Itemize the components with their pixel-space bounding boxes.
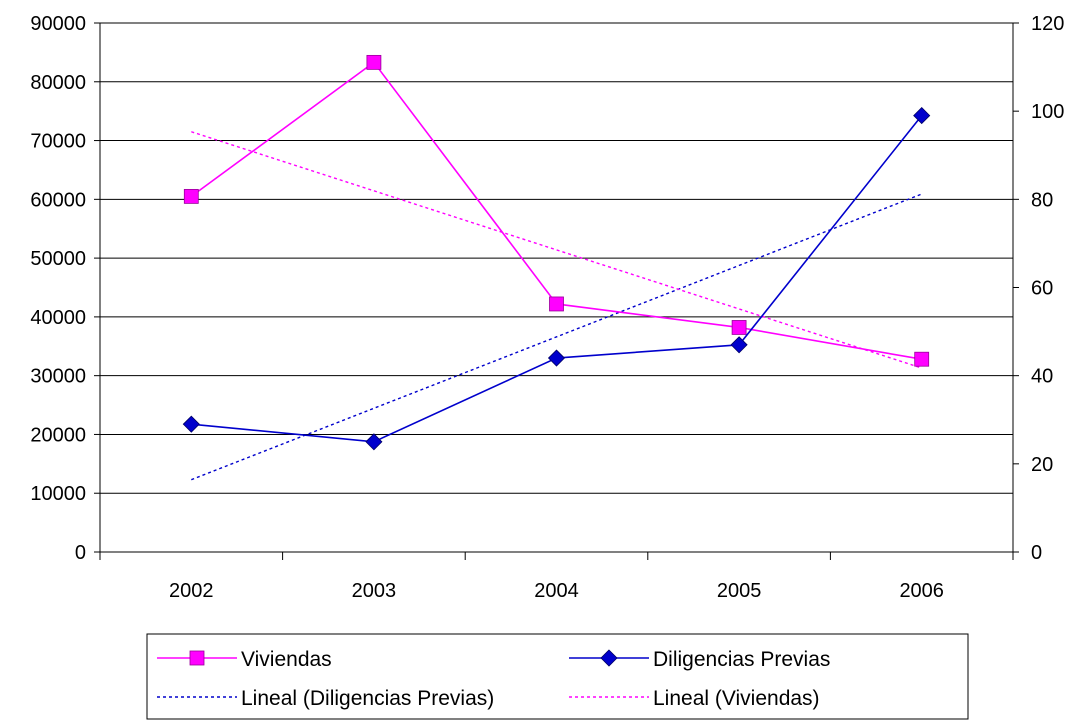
data-point — [731, 320, 747, 335]
left-tick-label: 0 — [75, 542, 86, 564]
legend-label: Diligencias Previas — [653, 648, 830, 671]
left-tick-label: 40000 — [30, 307, 86, 329]
data-point — [549, 296, 564, 312]
data-point — [913, 107, 931, 125]
data-point — [547, 349, 566, 367]
legend-marker — [189, 650, 205, 666]
gridlines — [100, 22, 1013, 494]
data-point — [183, 188, 199, 204]
legend-label: Lineal (Diligencias Previas) — [241, 687, 494, 710]
right-tick-label: 20 — [1031, 454, 1053, 476]
x-tick-label: 2005 — [717, 580, 762, 602]
right-axis-ticks: 0 20 40 60 80 100 120 — [1013, 13, 1064, 564]
right-tick-label: 120 — [1031, 13, 1064, 35]
x-tick-label: 2003 — [352, 580, 397, 602]
trendlines — [191, 131, 922, 481]
legend-marker — [600, 649, 618, 667]
left-tick-label: 70000 — [30, 131, 86, 153]
x-tick-label: 2002 — [169, 580, 214, 602]
left-tick-label: 90000 — [30, 13, 86, 35]
right-tick-label: 80 — [1031, 189, 1053, 211]
series-line — [190, 61, 922, 360]
right-tick-label: 0 — [1031, 542, 1042, 564]
series — [182, 54, 931, 451]
data-point — [914, 351, 930, 367]
trendline — [191, 193, 922, 481]
legend: Viviendas Diligencias Previas Lineal (Dili… — [146, 633, 969, 720]
right-tick-label: 40 — [1031, 366, 1053, 388]
data-point — [730, 336, 748, 354]
left-tick-label: 10000 — [30, 483, 86, 505]
right-tick-label: 100 — [1031, 101, 1064, 123]
data-point — [366, 54, 382, 70]
left-tick-label: 80000 — [30, 72, 86, 94]
trendline — [191, 131, 922, 369]
series-line — [191, 115, 923, 443]
data-point — [365, 433, 383, 451]
left-axis-ticks: 0 10000 20000 30000 40000 50000 60000 70000 8000… — [30, 13, 100, 564]
left-tick-label: 30000 — [30, 366, 86, 388]
x-axis-ticks: 2002 2003 2004 2005 2006 — [99, 552, 1014, 602]
x-tick-label: 2004 — [534, 580, 579, 602]
legend-label: Viviendas — [241, 648, 332, 671]
left-tick-label: 60000 — [30, 189, 86, 211]
right-tick-label: 60 — [1031, 278, 1053, 300]
axes — [99, 23, 1014, 553]
legend-label: Lineal (Viviendas) — [653, 687, 820, 710]
legend-box — [146, 633, 969, 720]
x-tick-label: 2006 — [899, 580, 944, 602]
left-tick-label: 50000 — [30, 248, 86, 270]
data-point — [182, 415, 200, 433]
left-tick-label: 20000 — [30, 424, 86, 446]
